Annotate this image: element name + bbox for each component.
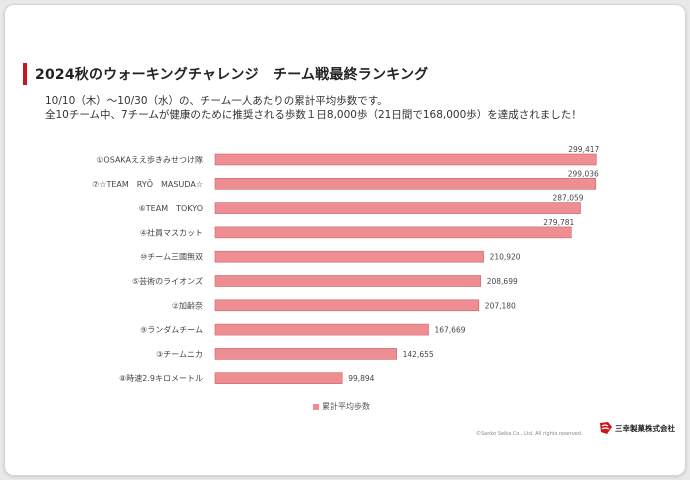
value-label: 299,036	[568, 169, 599, 178]
category-label: ②加齢奈	[172, 300, 203, 310]
category-label: ①OSAKAええ歩きみせつけ隊	[96, 155, 203, 165]
legend-label: 累計平均歩数	[322, 402, 370, 411]
bar	[214, 275, 482, 287]
category-label: ⑤芸術のライオンズ	[132, 276, 203, 286]
category-label: ⑩チーム三國無双	[140, 252, 203, 262]
value-label: 210,920	[490, 253, 521, 262]
bar	[214, 178, 597, 190]
bar	[214, 202, 581, 214]
category-label: ⑧時速2.9キロメートル	[119, 374, 203, 383]
category-label: ⑨ランダムチーム	[140, 325, 203, 335]
category-label: ⑥TEAM TOKYO	[139, 204, 203, 213]
bar	[214, 372, 343, 385]
chart-legend: 累計平均歩数	[313, 401, 370, 412]
company-name: 三幸製菓株式会社	[615, 423, 675, 433]
bar	[214, 299, 480, 312]
value-label: 167,669	[434, 326, 465, 335]
bar	[214, 348, 397, 360]
value-label: 299,417	[568, 145, 599, 154]
value-label: 99,894	[348, 374, 374, 383]
company-logo: 三幸製菓株式会社	[599, 421, 675, 435]
value-label: 208,699	[487, 277, 518, 286]
subtitle-line-1: 10/10（木）～10/30（水）の、チーム一人あたりの累計平均歩数です。	[45, 95, 388, 107]
page-title: 2024秋のウォーキングチャレンジ チーム戦最終ランキング	[35, 67, 429, 83]
bar	[214, 226, 572, 239]
value-label: 142,655	[403, 350, 434, 359]
value-label: 287,059	[553, 194, 584, 203]
category-label: ③チームニカ	[156, 350, 203, 359]
subtitle-line-2: 全10チーム中、7チームが健康のために推奨される歩数１日8,000歩（21日間で…	[45, 109, 582, 121]
category-label: ④社員マスカット	[140, 227, 203, 237]
copyright-text: ©Sanko Seika Co., Ltd. All rights reserv…	[476, 431, 583, 437]
legend-swatch	[313, 403, 319, 410]
bar	[214, 153, 597, 166]
title-accent-bar	[23, 63, 27, 85]
bar	[214, 323, 429, 336]
sanko-seika-logo-icon	[600, 422, 612, 434]
value-label: 279,781	[543, 218, 574, 227]
category-label: ⑦☆TEAM RYŌ MASUDA☆	[92, 179, 203, 189]
slide: 2024秋のウォーキングチャレンジ チーム戦最終ランキング 10/10（木）～1…	[4, 4, 686, 476]
value-label: 207,180	[485, 301, 516, 310]
bar	[214, 250, 484, 263]
